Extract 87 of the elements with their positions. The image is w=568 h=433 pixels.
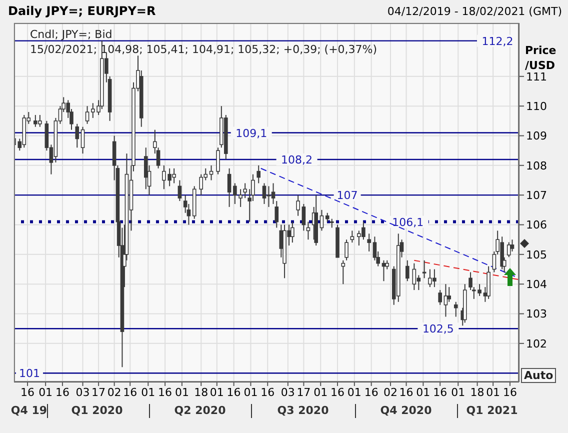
candlestick (486, 266, 490, 300)
candlestick (216, 147, 220, 175)
x-tick-label: 02 (383, 386, 398, 399)
y-tick-label: 104 (526, 278, 547, 291)
candlestick (344, 239, 348, 261)
ref-line-label: 102,5 (422, 322, 454, 336)
x-tick-label: 16 (433, 386, 448, 399)
candlestick (75, 123, 80, 148)
candlestick (406, 260, 410, 282)
x-tick-label: 17 (296, 386, 311, 399)
x-tick-label: 18 (194, 386, 208, 399)
chart-subtitle: 04/12/2019 - 18/02/2021 (GMT) (387, 5, 562, 18)
ref-line-label: 101 (19, 367, 40, 380)
candlestick (271, 182, 276, 204)
text: Q4 19 (10, 404, 48, 417)
x-tick-label: 17 (92, 386, 106, 399)
x-tick-label: 01 (244, 386, 258, 399)
y-tick-label: 109 (526, 130, 547, 143)
x-tick-label: 16 (55, 386, 70, 399)
candlestick (266, 186, 271, 208)
x-tick-label: 03 (280, 386, 295, 399)
candlestick (444, 284, 448, 318)
candlestick (262, 182, 266, 204)
ref-line-label: 107 (336, 189, 358, 202)
x-tick-label: 01 (347, 386, 362, 399)
x-tick-label: 01 (141, 386, 156, 399)
x-tick-label: 16 (20, 386, 35, 399)
candlestick (320, 209, 324, 232)
candlestick (510, 239, 514, 252)
candlestick (290, 221, 294, 244)
x-tick-label: 16 (399, 386, 414, 399)
candlestick (350, 230, 354, 244)
text: Auto (521, 368, 556, 383)
text: Q3 2020 (276, 404, 330, 417)
x-tick-label: 03 (76, 386, 90, 399)
y-tick-label: 105 (526, 248, 547, 262)
x-tick-label: 16 (364, 386, 378, 399)
candlestick (243, 182, 247, 199)
x-tick-label: 16 (158, 386, 172, 399)
y-tick-label: 103 (526, 308, 547, 321)
candlestick (438, 290, 442, 306)
y-tick-label: 106 (526, 218, 547, 232)
y-tick-label: 107 (526, 188, 547, 202)
x-tick-label: 16 (330, 386, 345, 399)
x-tick-label: 01 (314, 386, 328, 399)
x-tick-label: 16 (502, 386, 517, 399)
y-tick-label: 102 (526, 337, 547, 350)
text: Q1 2021 (465, 404, 519, 417)
candlestick (412, 262, 416, 291)
candlestick (296, 194, 300, 216)
annotation: Cndl; JPY=; Bid (29, 28, 114, 41)
x-tick-label: 02 (107, 386, 122, 399)
candlestick (274, 200, 279, 228)
x-tick-label: 16 (226, 386, 241, 399)
x-tick-label: 01 (416, 386, 430, 399)
candlestick (302, 203, 306, 232)
candlestick (367, 233, 371, 252)
y-axis-title: Price /USD (525, 43, 558, 72)
x-tick-label: 16 (260, 386, 275, 399)
ref-line-label: 108,2 (281, 153, 313, 166)
candlestick (80, 126, 85, 154)
x-tick-label: 01 (38, 386, 53, 399)
text: Q1 2020 (70, 404, 124, 417)
ref-line-label: 109,1 (236, 126, 268, 140)
candlestick (454, 301, 458, 318)
candlestick (178, 180, 182, 202)
x-tick-label: 01 (486, 386, 500, 399)
y-tick-label: 110 (526, 100, 547, 113)
candlestick (506, 242, 511, 258)
candlestick (199, 174, 204, 196)
chart-title: Daily JPY=; EURJPY=R (8, 4, 156, 18)
x-tick-label: 01 (451, 386, 466, 399)
y-tick-label: 111 (526, 70, 547, 84)
x-tick-label: 18 (470, 386, 484, 399)
ref-line-label: 106,1 (392, 216, 424, 229)
x-tick-label: 16 (123, 386, 138, 399)
text: Q2 2020 (173, 404, 227, 417)
candlestick (256, 164, 261, 184)
candlestick (227, 168, 232, 208)
ref-line-label: 112,2 (482, 34, 514, 48)
candlestick (85, 106, 90, 124)
candlestick (447, 286, 452, 302)
x-tick-label: 01 (174, 386, 189, 399)
text: Q4 2020 (379, 404, 433, 417)
y-tick-label: 108 (526, 159, 547, 172)
x-tick-label: 01 (210, 386, 224, 399)
candlestick (422, 260, 426, 279)
